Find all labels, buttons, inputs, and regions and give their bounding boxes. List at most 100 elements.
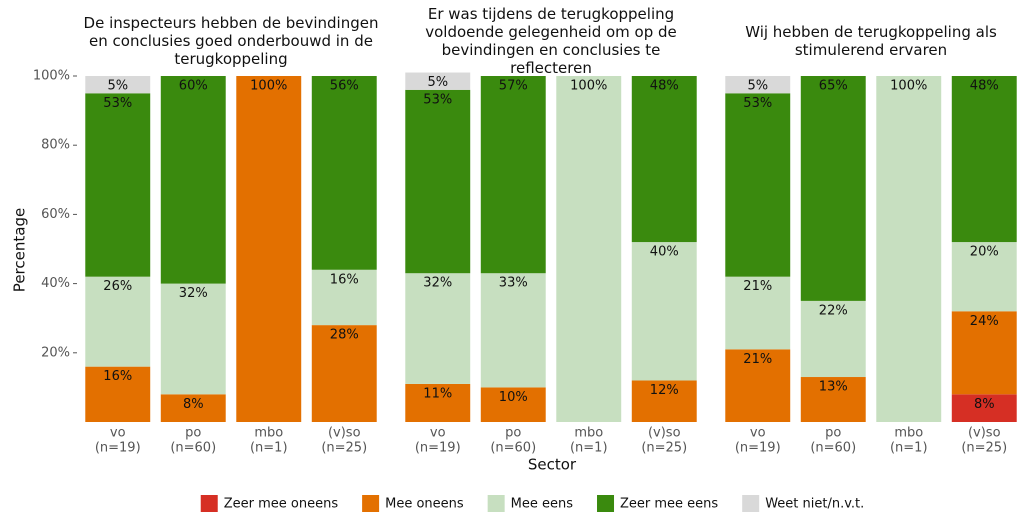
value-label: 16% [103,369,132,384]
legend-label: Weet niet/n.v.t. [765,497,864,512]
legend-label: Zeer mee eens [620,497,718,512]
x-tick-label: po (n=60) [810,425,856,455]
bar-segment [951,76,1017,243]
bar-segment [951,394,1017,422]
value-label: 48% [650,79,679,94]
bar-segment [800,76,866,301]
y-tick-label: 20% [41,345,70,360]
value-label: 33% [499,276,528,291]
value-label: 5% [107,79,128,94]
value-label: 21% [743,352,772,367]
value-label: 65% [819,79,848,94]
bar-segment [85,366,151,422]
bar-segment [876,76,942,422]
value-label: 32% [179,286,208,301]
legend-item: Weet niet/n.v.t. [742,495,864,512]
bar-segment [311,76,377,270]
value-label: 56% [330,79,359,94]
y-tick-label: 80% [41,138,70,153]
bar-segment [725,276,791,350]
bar-segment [405,383,471,422]
bar-segment [951,242,1017,312]
value-label: 20% [970,245,999,260]
bar-segment [311,269,377,326]
value-label: 21% [743,279,772,294]
value-label: 53% [423,92,452,107]
value-label: 32% [423,276,452,291]
value-label: 12% [650,383,679,398]
y-tick-label: 40% [41,276,70,291]
value-label: 22% [819,303,848,318]
legend-item: Zeer mee oneens [200,495,339,512]
value-label: 53% [743,96,772,111]
bar-segment [800,377,866,422]
legend-swatch [200,495,218,512]
bar-segment [725,76,791,94]
x-tick-label: vo (n=19) [415,425,461,455]
y-tick-label: 100% [33,69,70,84]
value-label: 26% [103,279,132,294]
legend-swatch [742,495,760,512]
x-tick-label: (v)so (n=25) [641,425,687,455]
value-label: 13% [819,380,848,395]
bar-segment [631,76,697,243]
x-tick-label: po (n=60) [170,425,216,455]
panel-title: De inspecteurs hebben de bevindingen en c… [84,14,379,68]
legend-item: Mee oneens [362,495,464,512]
value-label: 8% [183,397,204,412]
legend-swatch [487,495,505,512]
panel-title: Er was tijdens de terugkoppeling voldoend… [425,5,677,77]
legend-swatch [362,495,380,512]
bar-segment [85,276,151,367]
bar-segment [725,93,791,277]
value-label: 5% [427,75,448,90]
x-tick-label: po (n=60) [490,425,536,455]
bar-segment [160,394,226,422]
legend-label: Mee oneens [385,497,464,512]
bar-segment [236,76,302,422]
bar-segment [480,76,546,274]
bar-segment [405,273,471,384]
bar-segment [800,300,866,378]
bar-segment [480,273,546,388]
bar-segment [556,76,622,422]
value-label: 28% [330,328,359,343]
bar-segment [311,325,377,422]
value-label: 60% [179,79,208,94]
x-tick-label: mbo (n=1) [250,425,288,455]
legend-item: Zeer mee eens [597,495,718,512]
value-label: 40% [650,245,679,260]
x-tick-label: vo (n=19) [735,425,781,455]
value-label: 57% [499,79,528,94]
x-tick-label: vo (n=19) [95,425,141,455]
value-label: 48% [970,79,999,94]
legend-label: Mee eens [511,497,574,512]
bar-segment [85,93,151,277]
bar-segment [951,311,1017,395]
x-tick-label: (v)so (n=25) [961,425,1007,455]
bar-segment [85,76,151,94]
value-label: 24% [970,314,999,329]
x-tick-label: (v)so (n=25) [321,425,367,455]
value-label: 11% [423,386,452,401]
x-tick-label: mbo (n=1) [890,425,928,455]
x-axis-label: Sector [528,456,577,474]
value-label: 53% [103,96,132,111]
bar-segment [631,242,697,381]
value-label: 100% [570,79,607,94]
bar-segment [160,76,226,284]
y-tick-label: 60% [41,207,70,222]
x-tick-label: mbo (n=1) [570,425,608,455]
bar-segment [725,349,791,422]
legend-swatch [597,495,615,512]
value-label: 16% [330,272,359,287]
panel-title: Wij hebben de terugkoppeling als stimuler… [745,23,997,59]
value-label: 100% [250,79,287,94]
value-label: 100% [890,79,927,94]
legend-label: Zeer mee oneens [224,497,339,512]
y-axis-label: Percentage [11,208,29,292]
bar-segment [631,380,697,422]
value-label: 5% [747,79,768,94]
bar-segment [160,283,226,395]
